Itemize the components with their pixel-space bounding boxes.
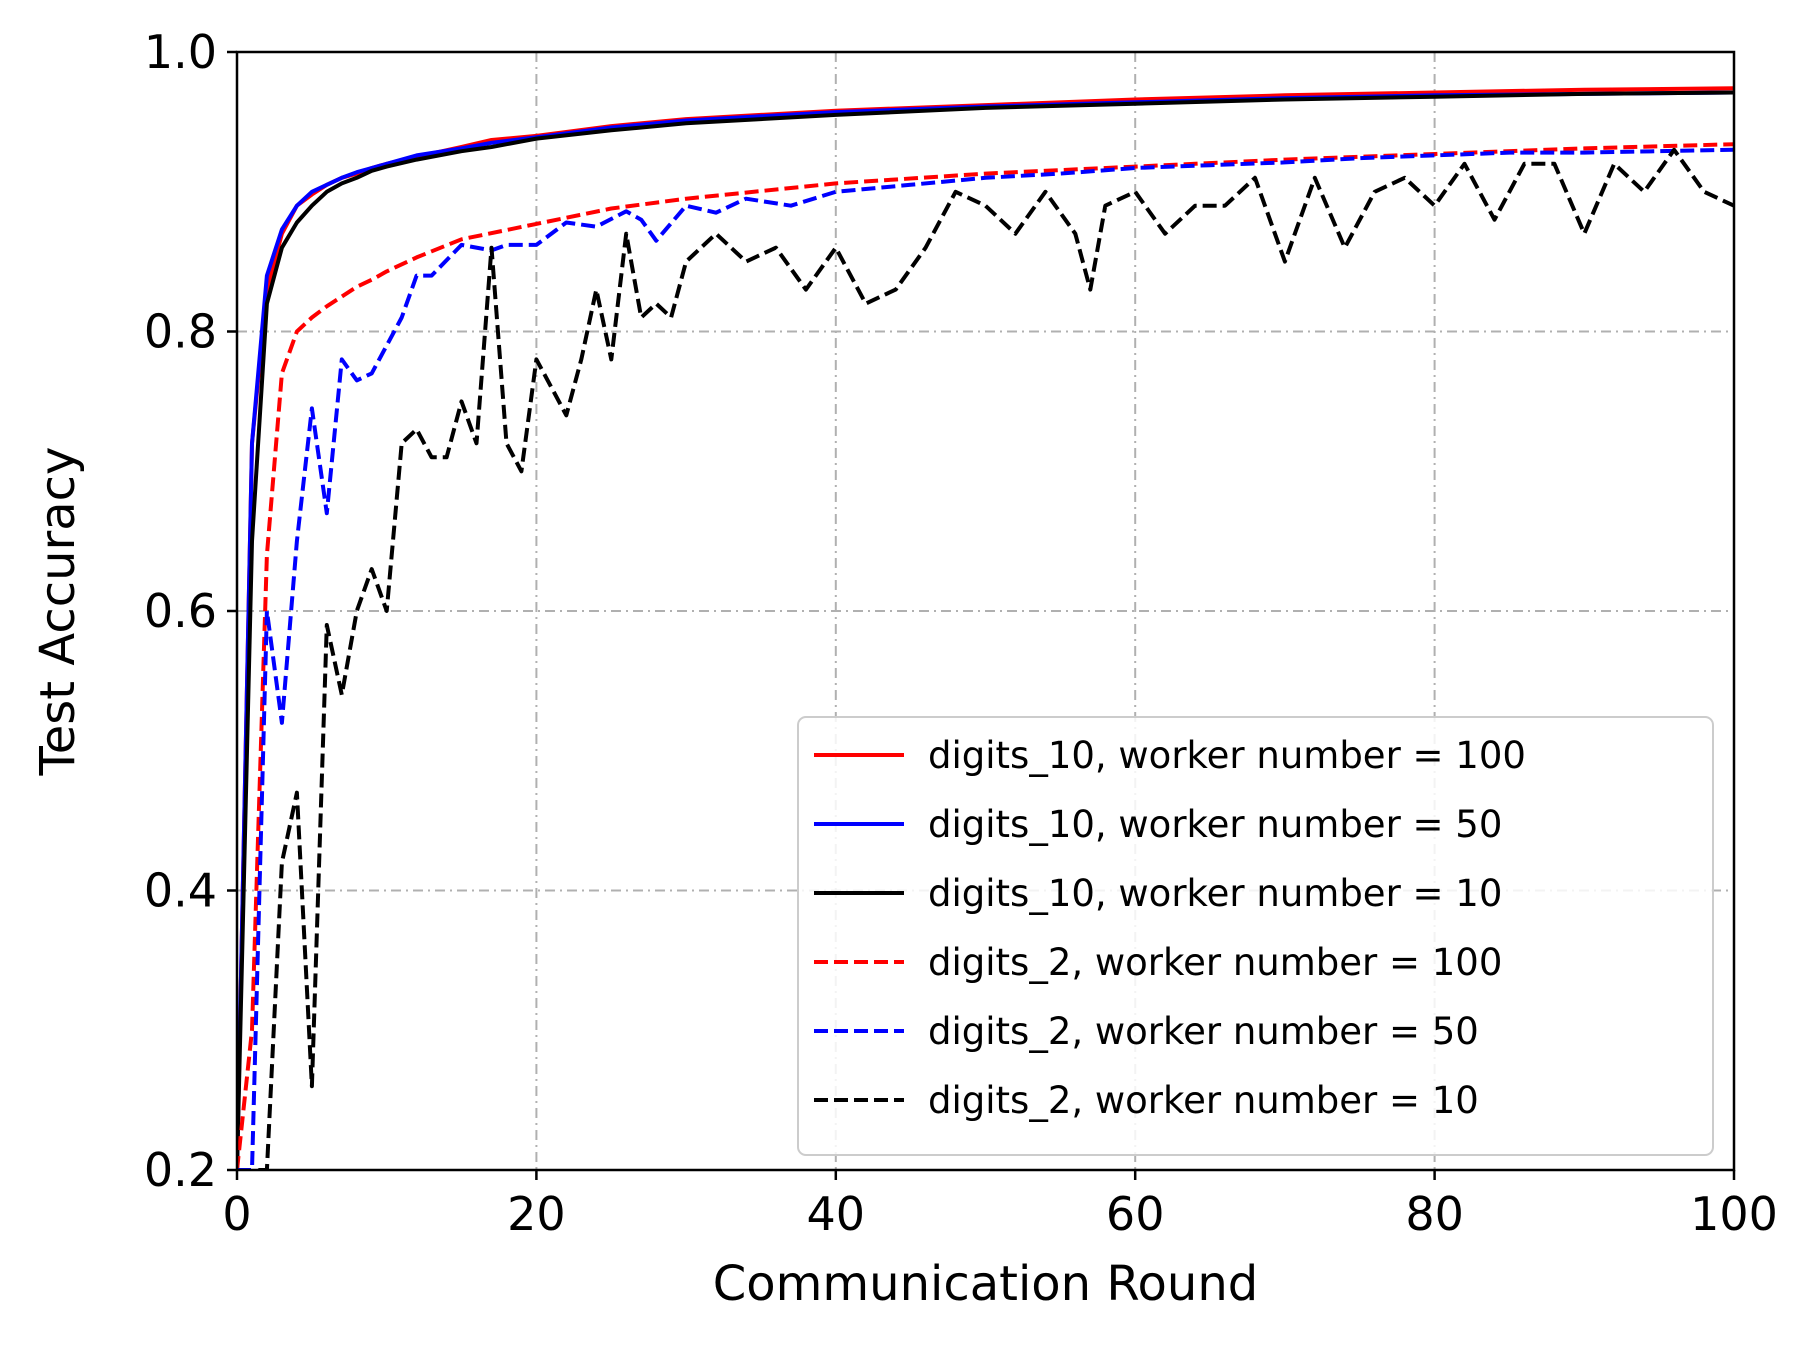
legend-label-6: digits_2, worker number = 10 xyxy=(928,1079,1479,1122)
legend: digits_10, worker number = 100 digits_10,… xyxy=(797,716,1714,1156)
legend-label-5: digits_2, worker number = 50 xyxy=(928,1010,1479,1053)
legend-box xyxy=(797,716,1714,1156)
legend-label-1: digits_10, worker number = 100 xyxy=(928,734,1526,777)
series-line-3 xyxy=(237,90,1734,1170)
series-line-6 xyxy=(237,147,1734,1170)
x-tick-label: 0 xyxy=(222,1187,251,1241)
x-tick-label: 40 xyxy=(807,1187,866,1241)
y-tick-label: 0.2 xyxy=(144,1143,217,1197)
x-axis-title: Communication Round xyxy=(713,1256,1258,1312)
series-line-5 xyxy=(237,147,1734,1170)
x-tick-label: 60 xyxy=(1106,1187,1165,1241)
y-tick-label: 1.0 xyxy=(144,25,217,79)
legend-label-4: digits_2, worker number = 100 xyxy=(928,941,1502,984)
x-tick-label: 100 xyxy=(1690,1187,1778,1241)
series-lines xyxy=(237,86,1734,1170)
y-tick-label: 0.8 xyxy=(144,305,217,359)
y-tick-label: 0.6 xyxy=(144,584,217,638)
y-tick-label: 0.4 xyxy=(144,864,217,918)
x-tick-label: 20 xyxy=(507,1187,566,1241)
legend-label-3: digits_10, worker number = 10 xyxy=(928,872,1502,915)
x-tick-label: 80 xyxy=(1405,1187,1464,1241)
legend-label-2: digits_10, worker number = 50 xyxy=(928,803,1502,846)
axis-ticks: 0 20 40 60 80 100 0.2 0.4 0.6 0.8 1.0 xyxy=(144,25,1778,1241)
y-axis-title: Test Accuracy xyxy=(30,447,86,777)
